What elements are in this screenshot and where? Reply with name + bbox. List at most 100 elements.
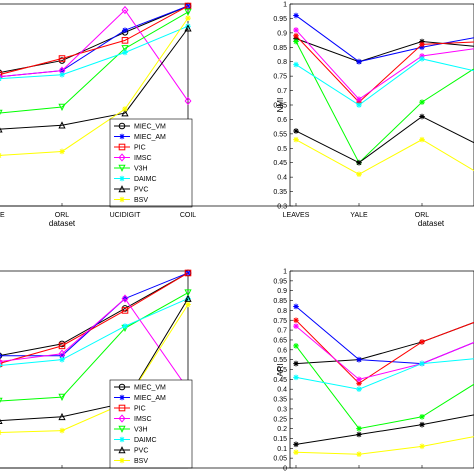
legend-entry-label: PIC (134, 145, 146, 152)
y-tick-label: 0.8 (277, 308, 287, 315)
y-tick-label: 0.15 (273, 436, 287, 443)
y-tick-label: 1 (283, 269, 287, 276)
data-point (59, 356, 65, 363)
data-point (58, 412, 66, 421)
y-tick-label: 0.7 (277, 88, 287, 95)
data-point (419, 44, 425, 51)
series-miec-am (293, 12, 474, 65)
data-point (185, 15, 191, 21)
data-point (293, 374, 299, 381)
legend-entry-label: IMSC (134, 155, 152, 162)
y-tick-label: 0.4 (277, 387, 287, 394)
y-tick-label: 0.45 (273, 160, 287, 167)
data-point (356, 376, 362, 383)
series-line (295, 321, 474, 365)
data-point (184, 289, 192, 297)
data-point (419, 413, 425, 420)
legend (109, 118, 193, 208)
legend-swatch-marker (119, 436, 125, 443)
series-line (0, 5, 189, 75)
data-point (58, 342, 66, 350)
y-tick-label: 0.55 (273, 131, 287, 138)
data-point (356, 356, 362, 363)
y-tick-label: 0.45 (273, 377, 287, 384)
legend-box (109, 379, 193, 469)
data-point (121, 294, 129, 303)
legend-swatch-marker (119, 394, 125, 401)
series-line (0, 272, 189, 364)
y-tick-label: 0.9 (277, 30, 287, 37)
data-point (121, 45, 129, 53)
legend-entry-label: BSV (134, 197, 148, 204)
y-tick-label: 0.95 (273, 278, 287, 285)
data-point (419, 113, 425, 120)
data-point (121, 307, 129, 314)
series-line (0, 272, 189, 357)
data-point (419, 53, 425, 59)
y-tick-label: 0.75 (273, 318, 287, 325)
data-point (0, 153, 2, 158)
y-tick-label: 0.7 (277, 328, 287, 335)
data-point (58, 103, 66, 111)
data-point (0, 358, 3, 365)
data-point (0, 127, 3, 133)
series-miec-vm (0, 2, 192, 76)
data-point (356, 380, 362, 387)
series-line (295, 15, 474, 63)
data-point (0, 109, 3, 115)
data-point (293, 449, 299, 456)
series-pic (293, 317, 474, 387)
chart-panel-top-left (0, 2, 193, 208)
data-point (356, 102, 362, 108)
data-point (419, 41, 425, 48)
series-line (295, 41, 474, 164)
y-tick-label: 0.75 (273, 74, 287, 81)
series-line (0, 297, 189, 390)
y-tick-label: 0.1 (277, 446, 287, 453)
data-point (419, 443, 425, 450)
y-tick-label: 0.3 (277, 406, 287, 413)
data-point (122, 49, 128, 56)
series-line (295, 325, 474, 380)
y-tick-label: 0.9 (277, 288, 287, 295)
series-miec-vm (293, 35, 474, 65)
legend-entry-label: MIEC_VM (134, 124, 166, 131)
data-point (0, 73, 3, 80)
series-daimc (0, 23, 191, 82)
data-point (356, 451, 362, 458)
series-bsv (293, 136, 474, 178)
y-tick-label: 1 (283, 2, 287, 9)
legend-swatch-marker (118, 143, 126, 151)
data-point (419, 339, 425, 345)
x-axis-label: dataset (49, 219, 76, 228)
data-point (356, 425, 362, 432)
y-axis-label: ARI (276, 363, 285, 376)
y-tick-label: 0.95 (273, 16, 287, 23)
data-point (356, 96, 362, 103)
series-pic (0, 269, 192, 367)
series-imsc (293, 27, 474, 103)
data-point (121, 109, 129, 117)
series-line (295, 29, 474, 100)
data-point (0, 430, 2, 435)
data-point (419, 38, 425, 45)
series-line (295, 436, 474, 455)
series-pvc (0, 24, 192, 133)
data-point (184, 96, 192, 106)
data-point (184, 294, 192, 302)
y-tick-label: 0.5 (277, 146, 287, 153)
data-point (58, 121, 66, 129)
series-bsv (0, 15, 191, 158)
y-tick-label: 0.5 (277, 367, 287, 374)
series-line (295, 345, 474, 430)
series-pvc (293, 414, 474, 448)
y-tick-label: 0.6 (277, 347, 287, 354)
data-point (121, 5, 129, 15)
y-tick-label: 0.65 (273, 103, 287, 110)
series-pic (0, 2, 192, 79)
y-tick-label: 0.25 (273, 416, 287, 423)
data-point (293, 360, 299, 367)
data-point (293, 32, 299, 39)
legend-swatch-marker (119, 196, 125, 203)
series-v3h (0, 8, 192, 115)
